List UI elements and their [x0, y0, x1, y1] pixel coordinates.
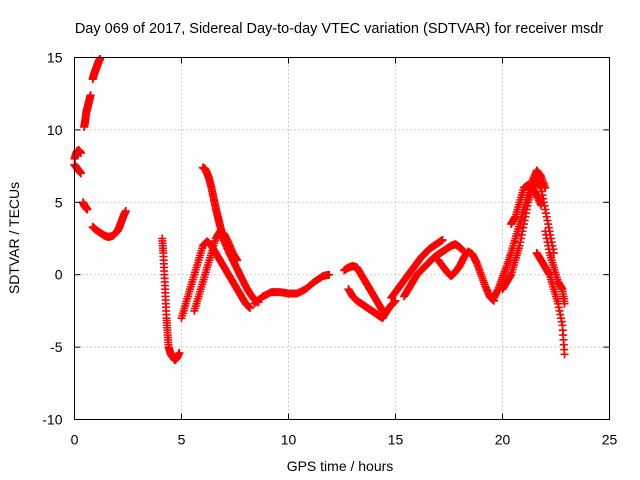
x-tick-label: 10 — [281, 432, 297, 448]
data-point — [76, 169, 85, 178]
y-tick-label: 5 — [55, 194, 63, 210]
data-point — [245, 304, 254, 313]
data-marks — [70, 54, 569, 365]
data-point — [560, 350, 569, 359]
x-tick-label: 5 — [178, 432, 186, 448]
y-tick-label: -10 — [42, 412, 62, 428]
plot-frame — [74, 57, 610, 420]
data-point — [325, 270, 334, 279]
data-point — [175, 348, 184, 357]
axis-ticks — [74, 57, 610, 420]
x-tick-label: 20 — [495, 432, 511, 448]
data-point — [76, 149, 85, 158]
x-tick-label: 15 — [388, 432, 404, 448]
y-tick-label: 10 — [47, 122, 63, 138]
data-point — [560, 299, 569, 308]
y-tick-label: 15 — [47, 50, 63, 66]
grid — [74, 57, 610, 420]
y-tick-label: 0 — [55, 267, 63, 283]
x-axis-label: GPS time / hours — [287, 458, 394, 474]
y-tick-label: -5 — [50, 339, 63, 355]
y-axis-label: SDTVAR / TECUs — [6, 182, 22, 294]
x-tick-label: 25 — [602, 432, 618, 448]
x-tick-label: 0 — [71, 432, 79, 448]
data-point — [96, 54, 105, 63]
data-point — [121, 206, 130, 215]
data-point — [391, 296, 400, 305]
data-point — [83, 205, 92, 214]
tick-labels: 0 5 10 15 20 25 -10 -5 0 5 10 15 — [42, 50, 617, 448]
chart-title: Day 069 of 2017, Sidereal Day-to-day VTE… — [75, 21, 604, 37]
data-point — [537, 201, 546, 210]
data-point — [86, 91, 95, 100]
data-point — [438, 235, 447, 244]
